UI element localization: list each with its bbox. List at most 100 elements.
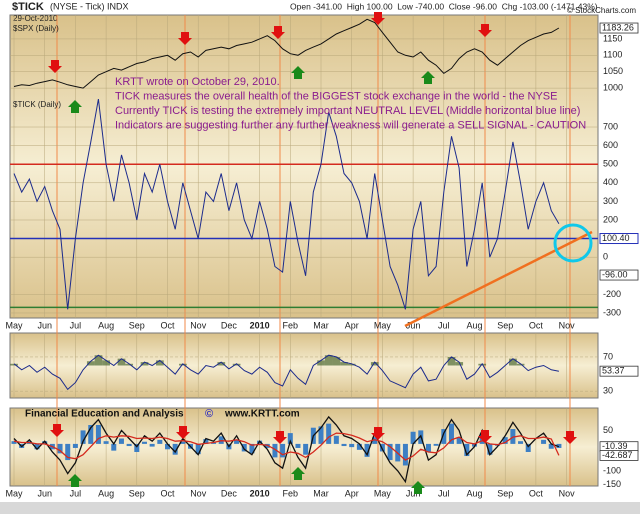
rsi-fill [179, 363, 187, 366]
rsi-fill [447, 356, 456, 366]
x-tick-label: Aug [466, 320, 482, 330]
x-tick-label: Sep [129, 320, 145, 330]
histogram-bar [272, 443, 278, 458]
symbol: $TICK [12, 1, 44, 13]
histogram-bar [172, 443, 178, 455]
histogram-bar [326, 423, 332, 444]
series-name: $SPX (Daily) [13, 24, 59, 33]
histogram-bar [103, 441, 109, 444]
sell-arrow [273, 431, 287, 444]
y-tick-label: -100 [603, 465, 621, 475]
series-line [13, 18, 560, 89]
histogram-bar [441, 429, 447, 444]
x-tick-label: Jul [70, 320, 82, 330]
histogram-bar [203, 439, 209, 444]
x-tick-label: Apr [345, 320, 359, 330]
histogram-bar [556, 443, 562, 448]
x-tick-label: Oct [529, 320, 544, 330]
y-tick-label: 400 [603, 177, 618, 187]
rsi-fill [117, 358, 126, 366]
x-tick-label: Jul [70, 488, 82, 498]
buy-arrow [291, 66, 305, 79]
y-tick-label: 1100 [603, 50, 622, 60]
histogram-bar [180, 441, 186, 444]
rsi-fill [317, 360, 325, 366]
series-line [13, 354, 559, 391]
trend-line [404, 230, 593, 328]
sell-arrow [48, 60, 62, 73]
level-box [599, 233, 639, 245]
histogram-bar [118, 438, 124, 444]
annotation: TICK measures the overall health of the … [115, 90, 557, 102]
x-tick-label: Oct [529, 488, 544, 498]
date: 29-Oct-2010 [13, 14, 58, 23]
histogram-bar [42, 441, 48, 444]
histogram-bar [157, 439, 163, 444]
x-tick-label: Jul [438, 488, 450, 498]
x-tick-label: Nov [190, 488, 207, 498]
close-label: 53.37 [602, 366, 625, 376]
y-tick-label: 30 [603, 386, 613, 396]
x-tick-label: Sep [497, 320, 513, 330]
close-label: -42.687 [602, 450, 633, 460]
x-tick-label: Oct [160, 320, 175, 330]
y-tick-label: 1000 [603, 82, 623, 92]
annotation: © [205, 408, 213, 420]
histogram-bar [280, 443, 286, 458]
x-tick-label: Jul [438, 320, 450, 330]
series-line [13, 415, 560, 484]
series-line [13, 432, 560, 461]
y-tick-label: 200 [603, 214, 618, 224]
x-tick-label: May [374, 320, 392, 330]
close-box [599, 450, 639, 461]
histogram-bar [165, 443, 170, 450]
histogram-bar [548, 443, 554, 449]
x-tick-label: Oct [160, 488, 175, 498]
histogram-bar [34, 443, 40, 450]
histogram-bar [402, 443, 408, 466]
close-box [599, 269, 639, 281]
histogram-bar [88, 425, 94, 444]
histogram-bar [387, 443, 393, 461]
x-tick-label: Nov [190, 320, 207, 330]
histogram-bar [541, 439, 547, 444]
sell-arrow [478, 24, 492, 37]
sell-arrow [178, 32, 192, 45]
x-tick-label: Feb [283, 488, 299, 498]
histogram-bar [57, 443, 63, 454]
annotation: Currently TICK is testing the extremely … [115, 105, 580, 117]
close-label: -96.00 [602, 269, 628, 279]
x-tick-label: Mar [313, 320, 329, 330]
histogram-bar [126, 443, 132, 447]
histogram-bar [149, 443, 155, 447]
rsi-fill [340, 362, 348, 366]
annotation: KRTT wrote on October 29, 2010. [115, 76, 280, 88]
histogram-bar [433, 443, 439, 446]
histogram-bar [379, 443, 385, 452]
x-tick-label: Jun [406, 320, 421, 330]
buy-arrow [421, 71, 435, 84]
close-box [599, 365, 639, 377]
histogram-bar [518, 441, 524, 444]
histogram-bar [95, 425, 101, 444]
x-tick-label: Sep [129, 488, 145, 498]
rsi-fill [324, 355, 333, 366]
y-tick-label: 1150 [603, 33, 622, 43]
y-tick-label: 300 [603, 196, 618, 206]
histogram-bar [349, 443, 355, 448]
rsi-fill [217, 362, 226, 366]
annotation: www.KRTT.com [224, 409, 300, 420]
x-tick-label: May [5, 488, 23, 498]
histogram-bar [303, 443, 309, 455]
rsi-fill [232, 363, 241, 366]
x-tick-label: Dec [221, 488, 238, 498]
rsi-fill [516, 363, 525, 366]
close-label: 1183.26 [602, 22, 634, 32]
rsi-fill [332, 356, 341, 366]
x-tick-label: Aug [98, 320, 114, 330]
rsi-fill [125, 363, 134, 366]
annotation: Indicators are suggesting further any fu… [115, 119, 586, 131]
histogram-bar [502, 437, 508, 444]
x-tick-label: Mar [313, 488, 329, 498]
